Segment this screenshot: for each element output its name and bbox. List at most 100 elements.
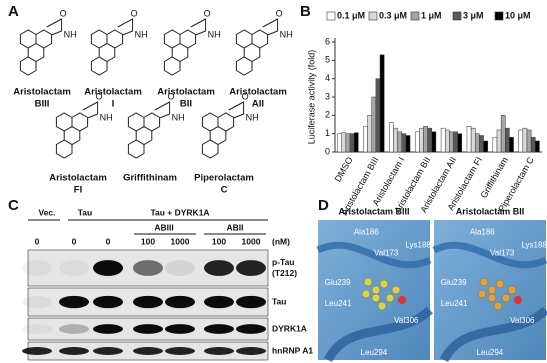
bar	[449, 131, 454, 153]
blot-band	[22, 324, 52, 334]
blot-band	[204, 347, 234, 355]
atom-label: O	[204, 8, 211, 18]
residue-label: Leu241	[441, 299, 468, 308]
compound-name: Aristolactam	[49, 173, 107, 184]
residue-label: Val173	[490, 249, 515, 258]
residue-label: Val306	[510, 316, 535, 325]
compound-name: C	[221, 185, 228, 196]
bar	[345, 133, 351, 153]
blot-band	[59, 347, 89, 355]
blot-band	[236, 324, 266, 334]
structure	[55, 101, 99, 159]
atom-label: NH	[64, 29, 77, 39]
ligand-atom	[495, 279, 505, 289]
compound-name: Aristolactam	[229, 87, 287, 98]
band-label: p-Tau	[272, 257, 295, 267]
legend-label: 0.1 μM	[337, 10, 365, 20]
band-label: DYRK1A	[272, 323, 307, 333]
bar	[337, 133, 342, 153]
ligand-atom	[379, 279, 389, 289]
atom-label: NH	[208, 29, 221, 39]
ligand-atom	[514, 296, 522, 304]
blot-band	[165, 295, 195, 309]
structure	[19, 18, 63, 76]
residue-label: Leu241	[325, 299, 352, 308]
panel-letter: C	[8, 197, 19, 214]
bar	[389, 122, 394, 153]
ligand-atom	[501, 293, 511, 303]
atom-label: NH	[246, 112, 259, 122]
blot-band	[165, 260, 195, 276]
blot-band	[133, 260, 163, 276]
legend-label: 1 μM	[421, 10, 442, 20]
blot-band	[204, 324, 234, 334]
bar	[405, 135, 411, 153]
legend-swatch	[410, 11, 420, 21]
legend-swatch	[368, 11, 378, 21]
y-tick-label: 5	[325, 55, 330, 65]
compound-name: BIII	[35, 99, 50, 110]
residue-label: Val173	[374, 249, 399, 258]
atom-label: NH	[172, 112, 185, 122]
concentration: 0	[72, 236, 77, 246]
bar	[530, 137, 536, 153]
legend-label: 10 μM	[505, 10, 531, 20]
panel-letter: A	[8, 3, 19, 20]
atom-label: O	[242, 91, 249, 101]
blot-band	[93, 260, 123, 276]
ligand-atom	[385, 293, 395, 303]
bar	[367, 115, 372, 153]
structure	[90, 18, 134, 76]
concentration: 1000	[242, 236, 261, 246]
bar	[457, 133, 463, 153]
bar	[474, 133, 480, 153]
blot-band	[204, 260, 234, 276]
residue-label: Lys188	[405, 240, 431, 249]
residue-label: Glu239	[441, 278, 467, 287]
atom-label: O	[131, 8, 138, 18]
y-tick-label: 2	[325, 110, 330, 120]
bar	[379, 54, 385, 153]
compound-name: I	[112, 99, 115, 110]
concentration: 100	[212, 236, 226, 246]
ligand-atom	[361, 289, 371, 299]
bar	[470, 127, 476, 153]
atom-label: O	[168, 91, 175, 101]
bar	[483, 140, 488, 153]
atom-label: O	[96, 91, 103, 101]
blot-subgroup: ABII	[227, 222, 244, 232]
bar	[393, 127, 398, 153]
blot-group: Vec.	[38, 207, 55, 217]
compound-name: FI	[74, 185, 82, 196]
bar	[401, 133, 407, 153]
ligand-atom	[487, 285, 497, 295]
bar	[375, 78, 381, 153]
bar	[492, 137, 498, 153]
blot-band	[59, 295, 89, 309]
residue-label: Glu239	[325, 278, 351, 287]
concentration: 1000	[171, 236, 190, 246]
blot-band	[22, 347, 52, 355]
bar	[341, 132, 347, 153]
bar	[353, 132, 359, 153]
residue-label: Lys188	[521, 240, 547, 249]
ribbon	[323, 306, 434, 363]
legend-swatch	[494, 11, 504, 21]
blot-band	[165, 324, 195, 334]
bar	[440, 127, 446, 153]
ribbon	[439, 306, 547, 363]
ligand-atom	[363, 277, 373, 287]
legend-label: 0.3 μM	[379, 10, 407, 20]
y-tick-label: 0	[325, 146, 330, 156]
blot-band	[93, 324, 123, 334]
band-label: Tau	[272, 296, 286, 306]
bar	[363, 126, 368, 153]
bar	[453, 131, 458, 153]
atom-label: O	[60, 8, 67, 18]
blot-band	[93, 295, 123, 309]
blot-band	[22, 260, 52, 276]
concentration: 100	[141, 236, 155, 246]
concentration: 0	[106, 236, 111, 246]
ligand-atom	[493, 301, 503, 311]
bar	[518, 129, 524, 153]
